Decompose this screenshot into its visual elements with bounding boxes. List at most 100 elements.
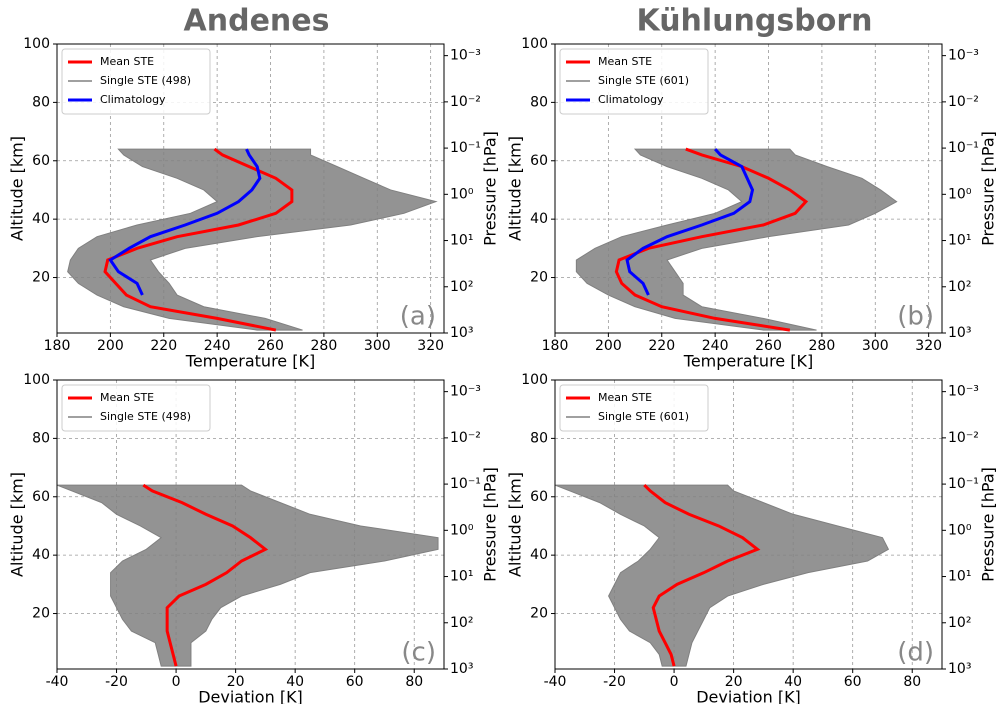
- panel-title: Kühlungsborn: [636, 4, 872, 39]
- y2-axis-label: Pressure [hPa]: [481, 467, 500, 582]
- x-tick-label: -40: [544, 674, 567, 690]
- profile-line: [643, 484, 761, 667]
- x-tick-label: 40: [286, 674, 304, 690]
- y-tick-label: 40: [32, 211, 50, 227]
- y2-tick-label: 10¹: [948, 233, 971, 249]
- y2-tick-label: 10⁻³: [948, 384, 979, 400]
- profile-line: [103, 147, 294, 332]
- x-tick-label: 280: [809, 338, 836, 354]
- legend-box: [61, 48, 211, 115]
- x-axis-label: Temperature [K]: [683, 352, 813, 371]
- legend-label: Single STE (498): [100, 410, 191, 423]
- y2-tick-label: 10⁰: [948, 522, 972, 538]
- y2-tick-label: 10¹: [450, 233, 473, 249]
- panel-annotation: (b): [897, 302, 934, 332]
- legend-box: [559, 48, 709, 115]
- y2-tick-label: 10¹: [450, 569, 473, 585]
- y-tick-label: 80: [32, 430, 50, 446]
- x-tick-label: 300: [862, 338, 889, 354]
- y-axis-label: Altitude [km]: [8, 472, 27, 577]
- legend-label: Single STE (498): [100, 74, 191, 87]
- y-tick-label: 100: [23, 372, 50, 388]
- panel-annotation: (c): [401, 638, 436, 668]
- series-group: [555, 484, 890, 667]
- y-tick-label: 60: [32, 489, 50, 505]
- y2-tick-label: 10⁻³: [450, 48, 481, 64]
- x-tick-label: 240: [204, 338, 231, 354]
- legend-label: Mean STE: [100, 55, 154, 68]
- y2-tick-label: 10⁻²: [450, 94, 481, 110]
- legend-label: Climatology: [100, 93, 166, 106]
- y-tick-label: 40: [32, 547, 50, 563]
- plot-frame: [554, 379, 943, 670]
- y-tick-label: 40: [530, 211, 548, 227]
- x-tick-label: 40: [784, 674, 802, 690]
- y2-axis-label: Pressure [hPa]: [979, 131, 998, 246]
- x-tick-label: -20: [105, 674, 128, 690]
- x-tick-label: -20: [603, 674, 626, 690]
- y-tick-label: 20: [32, 606, 50, 622]
- x-tick-label: 20: [227, 674, 245, 690]
- legend-label: Mean STE: [598, 391, 652, 404]
- single-profiles-band: [555, 484, 890, 667]
- y2-tick-label: 10⁻¹: [948, 140, 979, 156]
- x-axis-label: Deviation [K]: [696, 688, 801, 704]
- x-tick-label: 60: [844, 674, 862, 690]
- y-tick-label: 60: [530, 489, 548, 505]
- profile-line: [108, 148, 262, 296]
- y2-tick-label: 10⁻³: [948, 48, 979, 64]
- y-tick-label: 20: [530, 606, 548, 622]
- legend-box: [61, 384, 211, 432]
- y-tick-label: 80: [530, 430, 548, 446]
- legend-label: Climatology: [598, 93, 664, 106]
- x-tick-label: 80: [903, 674, 921, 690]
- y-tick-label: 100: [521, 372, 548, 388]
- single-profiles-band: [575, 148, 898, 331]
- plot-frame: [56, 379, 445, 670]
- legend-label: Mean STE: [100, 391, 154, 404]
- y2-tick-label: 10⁻²: [948, 430, 979, 446]
- x-tick-label: 320: [915, 338, 942, 354]
- y-tick-label: 20: [530, 270, 548, 286]
- y2-axis-label: Pressure [hPa]: [979, 467, 998, 582]
- profile-line: [614, 147, 809, 332]
- x-axis-label: Temperature [K]: [185, 352, 315, 371]
- x-tick-label: 0: [172, 674, 181, 690]
- y-tick-label: 80: [32, 94, 50, 110]
- x-tick-label: 300: [364, 338, 391, 354]
- y2-tick-label: 10³: [948, 661, 971, 677]
- y-tick-label: 80: [530, 94, 548, 110]
- y2-tick-label: 10²: [948, 615, 971, 631]
- y2-axis-label: Pressure [hPa]: [481, 131, 500, 246]
- x-axis-label: Deviation [K]: [198, 688, 303, 704]
- y2-tick-label: 10¹: [948, 569, 971, 585]
- x-tick-label: 200: [97, 338, 124, 354]
- x-tick-label: 200: [595, 338, 622, 354]
- x-tick-label: 20: [725, 674, 743, 690]
- single-profiles-band: [67, 148, 438, 331]
- y2-tick-label: 10⁰: [948, 186, 972, 202]
- series-group: [67, 147, 438, 332]
- x-tick-label: 280: [311, 338, 338, 354]
- x-tick-label: 320: [417, 338, 444, 354]
- panel-annotation: (a): [400, 302, 436, 332]
- panel-title: Andenes: [184, 4, 330, 39]
- y2-tick-label: 10⁻²: [450, 430, 481, 446]
- y2-tick-label: 10⁻²: [948, 94, 979, 110]
- panel-annotation: (d): [897, 638, 934, 668]
- y2-tick-label: 10⁰: [450, 522, 474, 538]
- series-group: [57, 483, 439, 667]
- y-tick-label: 60: [530, 153, 548, 169]
- y2-tick-label: 10²: [450, 615, 473, 631]
- y-axis-label: Altitude [km]: [8, 136, 27, 241]
- profile-line: [142, 483, 269, 667]
- x-tick-label: 60: [346, 674, 364, 690]
- x-tick-label: 180: [44, 338, 71, 354]
- y2-tick-label: 10³: [948, 325, 971, 341]
- y2-tick-label: 10⁻³: [450, 384, 481, 400]
- y2-tick-label: 10⁰: [450, 186, 474, 202]
- y2-tick-label: 10⁻¹: [948, 476, 979, 492]
- x-tick-label: 220: [150, 338, 177, 354]
- y2-tick-label: 10³: [450, 661, 473, 677]
